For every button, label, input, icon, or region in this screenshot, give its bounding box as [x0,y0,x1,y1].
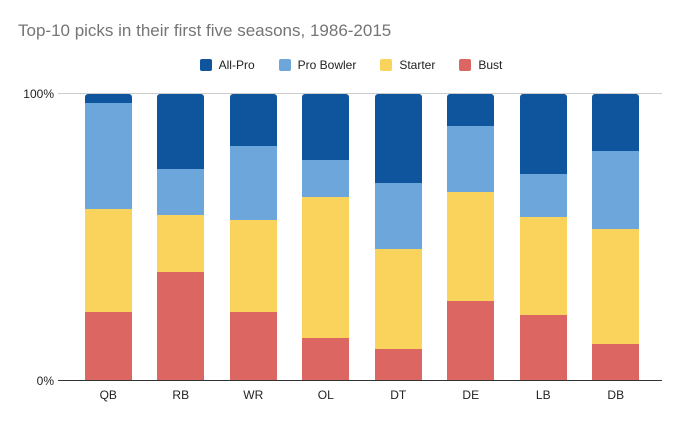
segment-de-bust [447,300,495,381]
bar-db [592,94,640,381]
x-label-dt: DT [390,388,407,402]
segment-rb-all-pro [157,94,205,169]
legend-swatch-bust [459,59,472,71]
segment-lb-bust [519,315,567,381]
legend-swatch-starter [380,59,393,71]
segment-db-bust [592,343,640,381]
x-label-db: DB [607,388,625,402]
segment-db-pro-bowler [592,151,640,229]
x-label-wr: WR [243,388,264,402]
legend-label-all-pro: All-Pro [218,58,255,72]
bar-ol [302,94,350,381]
segment-lb-starter [519,217,567,315]
segment-de-pro-bowler [447,125,495,192]
x-axis-baseline [58,380,662,381]
segment-wr-pro-bowler [229,145,277,221]
segment-ol-starter [302,197,350,338]
segment-rb-pro-bowler [157,168,205,215]
legend: All-Pro Pro Bowler Starter Bust [58,58,644,72]
x-label-qb: QB [99,388,117,402]
segment-ol-bust [302,337,350,381]
gridline-100-percent [58,93,662,94]
bar-rb [157,94,205,381]
segment-lb-pro-bowler [519,174,567,218]
legend-item-bust: Bust [459,58,502,72]
segment-ol-all-pro [302,94,350,161]
x-label-lb: LB [535,388,551,402]
segment-qb-all-pro [84,94,132,103]
segment-de-all-pro [447,94,495,126]
bar-wr [229,94,277,381]
bar-lb [519,94,567,381]
legend-swatch-all-pro [199,59,212,71]
segment-qb-bust [84,312,132,381]
x-label-ol: OL [317,388,334,402]
bars-area [72,94,652,381]
legend-item-pro-bowler: Pro Bowler [278,58,357,72]
bar-dt [374,94,422,381]
x-axis-labels: QB RB WR OL DT DE LB DB [72,388,652,402]
segment-wr-bust [229,312,277,381]
segment-qb-starter [84,208,132,313]
legend-swatch-pro-bowler [278,59,291,71]
bar-qb [84,94,132,381]
segment-rb-starter [157,214,205,272]
legend-item-starter: Starter [380,58,435,72]
x-label-rb: RB [172,388,190,402]
segment-db-starter [592,228,640,344]
segment-dt-bust [374,349,422,381]
y-axis-min-label: 0% [36,374,54,388]
segment-ol-pro-bowler [302,160,350,198]
segment-db-all-pro [592,94,640,152]
legend-label-pro-bowler: Pro Bowler [297,58,357,72]
segment-qb-pro-bowler [84,102,132,209]
legend-item-all-pro: All-Pro [199,58,255,72]
segment-rb-bust [157,271,205,381]
segment-dt-pro-bowler [374,183,422,249]
chart-title: Top-10 picks in their first five seasons… [18,21,392,40]
legend-label-starter: Starter [399,58,436,72]
segment-lb-all-pro [519,94,567,175]
y-axis-max-label: 100% [23,87,54,101]
segment-wr-all-pro [229,94,277,146]
segment-dt-all-pro [374,94,422,183]
x-label-de: DE [462,388,480,402]
legend-label-bust: Bust [478,58,503,72]
segment-dt-starter [374,249,422,350]
segment-wr-starter [229,220,277,313]
segment-de-starter [447,191,495,301]
bar-de [447,94,495,381]
